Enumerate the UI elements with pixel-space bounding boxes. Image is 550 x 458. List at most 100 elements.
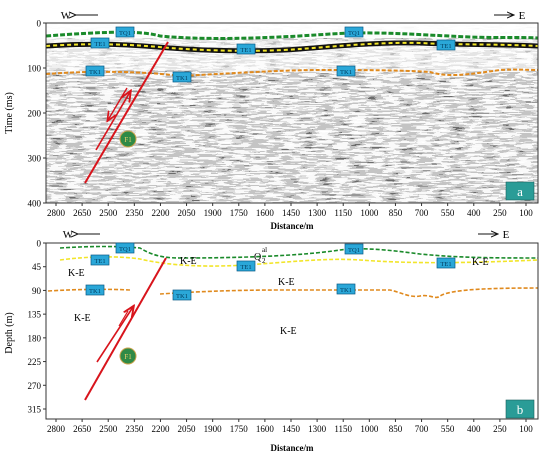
svg-text:TE1: TE1: [240, 47, 251, 54]
x-tick-label: 550: [441, 424, 455, 434]
panel-a-east-label: E: [519, 10, 526, 22]
svg-text:al: al: [262, 246, 267, 254]
panel-a-tag-tq-left: TQ1: [115, 26, 135, 38]
x-tick-label: 250: [493, 208, 507, 218]
panel-b-east-label: E: [503, 229, 510, 241]
x-tick-label: 550: [441, 208, 455, 218]
y-tick-label: 135: [28, 310, 42, 320]
x-tick-label: 2800: [47, 424, 66, 434]
panel-b: W E TQ1 TQ1 TE1: [4, 229, 539, 453]
x-tick-label: 2650: [73, 424, 92, 434]
panel-b-tag-tk-left: TK1: [85, 284, 105, 296]
panel-a-west-label: W: [61, 10, 72, 22]
x-tick-label: 1000: [360, 208, 379, 218]
panel-a: W E TQ1 TQ1: [4, 10, 539, 231]
x-tick-label: 2050: [178, 424, 197, 434]
panel-a-seismic-section: [46, 23, 538, 203]
x-tick-label: 1600: [256, 208, 275, 218]
panel-a-x-ticks: 2800 2650 2500 2350 2200 2050 1900 1750 1600 1450…: [47, 203, 533, 218]
panel-b-tag-te-left: TE1: [90, 254, 110, 266]
svg-text:TQ1: TQ1: [348, 30, 360, 37]
x-tick-label: 1300: [308, 208, 327, 218]
y-tick-label: 0: [37, 239, 42, 249]
svg-text:2: 2: [262, 257, 266, 265]
panel-a-tag-tk-mid: TK1: [172, 71, 192, 83]
panel-a-tag-te-mid: TE1: [236, 43, 256, 55]
x-tick-label: 1900: [204, 208, 223, 218]
x-tick-label: 1600: [256, 424, 275, 434]
svg-text:TK1: TK1: [176, 75, 188, 82]
svg-text:TE1: TE1: [94, 41, 105, 48]
panel-a-x-axis-label: Distance/m: [271, 221, 314, 231]
svg-text:TK1: TK1: [89, 69, 101, 76]
x-tick-label: 1450: [282, 208, 301, 218]
y-tick-label: 225: [28, 357, 42, 367]
x-tick-label: 1150: [334, 208, 352, 218]
x-tick-label: 100: [519, 208, 533, 218]
x-tick-label: 2800: [47, 208, 66, 218]
panel-b-tag-tq-right: TQ1: [344, 243, 364, 255]
x-tick-label: 2650: [73, 208, 92, 218]
svg-text:TE1: TE1: [440, 43, 451, 50]
x-tick-label: 400: [467, 424, 481, 434]
unit-label-ke: K-E: [472, 257, 489, 268]
panel-b-x-axis-label: Distance/m: [271, 443, 314, 453]
svg-text:TQ1: TQ1: [119, 30, 131, 37]
panel-b-fault-arrow-down: [118, 310, 129, 327]
panel-a-fault-label: F1: [119, 130, 137, 148]
y-tick-label: 200: [28, 109, 42, 119]
x-tick-label: 1750: [230, 208, 249, 218]
panel-a-y-ticks: 0 100 200 300 400: [28, 19, 46, 209]
svg-text:TE1: TE1: [94, 258, 105, 265]
svg-text:F1: F1: [124, 136, 132, 144]
svg-text:TK1: TK1: [89, 288, 101, 295]
svg-text:TK1: TK1: [340, 69, 352, 76]
y-tick-label: 315: [28, 405, 42, 415]
svg-text:TQ1: TQ1: [119, 246, 131, 253]
panel-a-tag-te-left: TE1: [90, 37, 110, 49]
panel-b-x-ticks: 2800 2650 2500 2350 2200 2050 1900 1750 1600 1450…: [47, 419, 533, 434]
x-tick-label: 2350: [125, 424, 144, 434]
panel-b-letter-badge: b: [505, 399, 535, 419]
svg-text:Q: Q: [254, 252, 262, 263]
unit-label-ke: K-E: [180, 256, 197, 267]
y-tick-label: 300: [28, 154, 42, 164]
panel-a-letter-badge: a: [505, 181, 535, 201]
x-tick-label: 1000: [360, 424, 379, 434]
panel-a-y-axis-label: Time (ms): [4, 92, 15, 134]
unit-label-ke: K-E: [68, 268, 85, 279]
x-tick-label: 1150: [334, 424, 352, 434]
x-tick-label: 700: [415, 208, 429, 218]
unit-label-ke: K-E: [280, 326, 297, 337]
quaternary-symbol: Q al 2: [254, 246, 267, 265]
y-tick-label: 400: [28, 199, 42, 209]
panel-a-tag-te-right: TE1: [436, 39, 456, 51]
x-tick-label: 1450: [282, 424, 301, 434]
panel-b-tag-tk-right: TK1: [336, 283, 356, 295]
svg-text:TQ1: TQ1: [348, 247, 360, 254]
panel-a-tag-tq-right: TQ1: [344, 26, 364, 38]
x-tick-label: 2200: [151, 208, 170, 218]
x-tick-label: 2050: [178, 208, 197, 218]
panel-b-tag-tk-mid: TK1: [172, 289, 192, 301]
panel-b-frame: [45, 242, 539, 420]
svg-text:F1: F1: [124, 353, 132, 361]
y-tick-label: 180: [28, 333, 42, 343]
x-tick-label: 1750: [230, 424, 249, 434]
svg-text:TK1: TK1: [176, 293, 188, 300]
x-tick-label: 1300: [308, 424, 327, 434]
svg-text:b: b: [517, 402, 524, 417]
svg-text:TE1: TE1: [240, 264, 251, 271]
x-tick-label: 2350: [125, 208, 144, 218]
panel-b-tag-te-right: TE1: [436, 257, 456, 269]
panel-b-fault-label: F1: [119, 347, 137, 365]
panel-a-tag-tk-right: TK1: [336, 65, 356, 77]
panel-a-fault-line: [84, 41, 169, 184]
unit-label-ke: K-E: [74, 313, 91, 324]
panel-b-tag-te-mid: TE1: [236, 260, 256, 272]
y-tick-label: 90: [32, 286, 42, 296]
x-tick-label: 400: [467, 208, 481, 218]
x-tick-label: 850: [389, 424, 403, 434]
y-tick-label: 0: [37, 19, 42, 29]
